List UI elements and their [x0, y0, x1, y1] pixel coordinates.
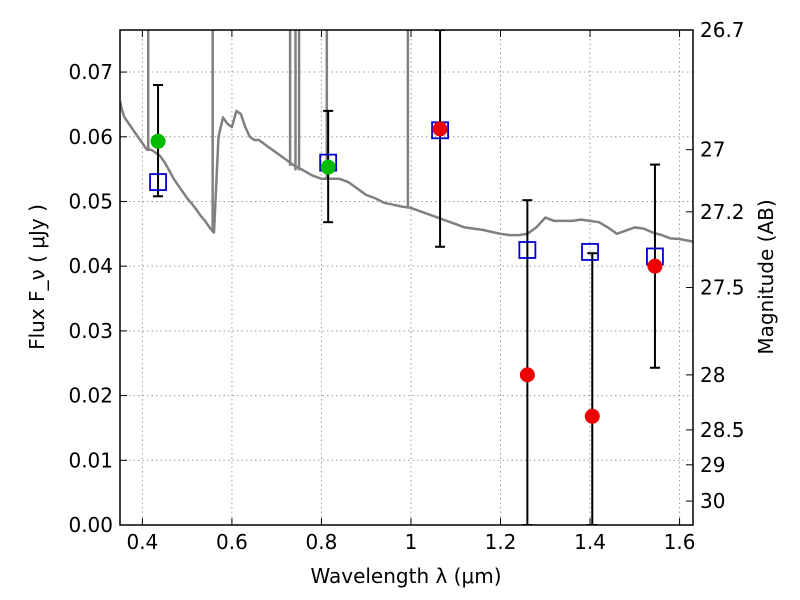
y-tick-label: 0.07	[68, 60, 113, 84]
square-point	[518, 241, 537, 259]
x-tick-label: 1	[405, 530, 418, 554]
y2-tick-label: 30	[700, 489, 725, 513]
x-tick-label: 0.4	[126, 530, 158, 554]
tick-layer: 0.4 0.6 0.8 1 1.2 1.4 1.6 0.00 0.01 0.02 0.03 0.04 0…	[68, 18, 744, 554]
model-spectrum-line	[120, 100, 693, 243]
y-axis-label: Flux F_ν ( μJy )	[25, 204, 49, 350]
x-tick-label: 0.8	[306, 530, 338, 554]
x-tick-label: 1.6	[664, 530, 696, 554]
y-tick-label: 0.01	[68, 448, 113, 472]
x-tick-label: 0.6	[216, 530, 248, 554]
y2-axis-label: Magnitude (AB)	[754, 199, 778, 354]
y2-tick-label: 29	[700, 453, 725, 477]
y-tick-label: 0.06	[68, 125, 113, 149]
y2-tick-label: 27.2	[700, 200, 745, 224]
y-tick-label: 0.05	[68, 189, 113, 213]
square-point	[581, 243, 599, 261]
plot-background	[120, 30, 693, 525]
y-tick-label: 0.02	[68, 384, 113, 408]
red-point	[432, 121, 448, 137]
y-tick-label: 0.03	[68, 319, 113, 343]
red-point	[519, 367, 535, 383]
y2-tick-label: 28.5	[700, 418, 745, 442]
data-layer	[120, 30, 693, 525]
square-point	[149, 173, 167, 191]
y2-tick-label: 27	[700, 138, 725, 162]
y2-tick-label: 28	[700, 363, 725, 387]
x-tick-label: 1.4	[574, 530, 606, 554]
green-point	[150, 133, 166, 149]
plot-frame	[119, 29, 694, 526]
y2-tick-label: 27.5	[700, 276, 745, 300]
x-axis-label: Wavelength λ (μm)	[310, 564, 501, 588]
y2-tick-label: 26.7	[700, 18, 745, 42]
red-point	[647, 258, 663, 274]
red-point	[584, 408, 600, 424]
green-point	[320, 159, 336, 175]
y-tick-label: 0.00	[68, 513, 113, 537]
x-tick-label: 1.2	[485, 530, 517, 554]
y-tick-label: 0.04	[68, 254, 113, 278]
